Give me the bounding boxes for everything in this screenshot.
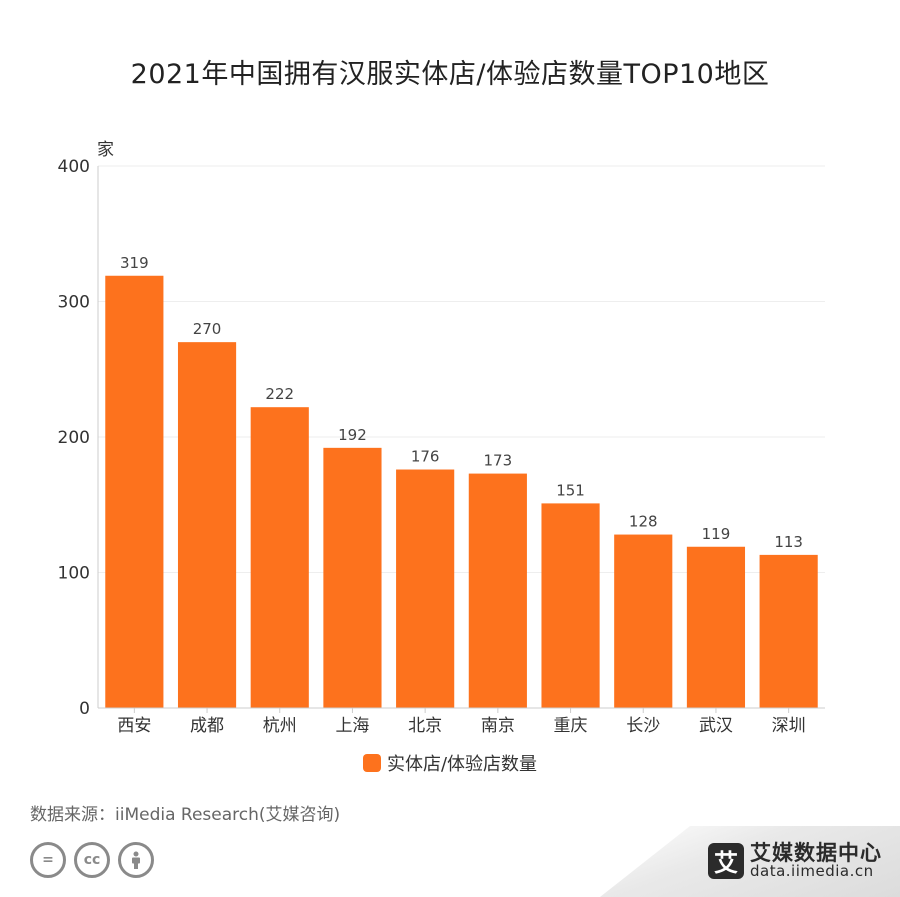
x-tick-label: 杭州 (263, 716, 297, 736)
bar-value-label: 176 (411, 448, 440, 466)
brand-logo: 艾 (708, 842, 744, 879)
y-tick-label: 0 (79, 699, 90, 719)
bar-value-label: 119 (702, 525, 731, 543)
bar[interactable] (250, 407, 309, 708)
x-tick-label: 长沙 (626, 716, 660, 736)
bar[interactable] (541, 503, 600, 708)
x-tick-label: 重庆 (554, 716, 588, 736)
legend[interactable]: 实体店/体验店数量 (0, 750, 900, 776)
bar[interactable] (614, 534, 673, 708)
x-tick-label: 南京 (481, 716, 515, 736)
x-tick-label: 上海 (335, 716, 369, 736)
bar[interactable] (105, 275, 164, 708)
bar-value-label: 270 (193, 320, 222, 338)
chart-title: 2021年中国拥有汉服实体店/体验店数量TOP10地区 (130, 59, 770, 90)
bar-value-label: 173 (484, 452, 513, 470)
bar-chart: 0 100 200 300 400 家 319 270 222 192 176 173 151 128 1… (58, 140, 825, 736)
bar-value-label: 113 (774, 533, 803, 551)
y-tick-label: 200 (58, 428, 90, 448)
bars: 319 270 222 192 176 173 151 128 119 113 (105, 254, 818, 708)
x-tick-label: 成都 (190, 716, 224, 736)
x-tick-label: 西安 (117, 716, 151, 736)
bar[interactable] (468, 473, 527, 708)
bar[interactable] (323, 447, 382, 708)
y-tick-label: 400 (58, 157, 90, 177)
bar[interactable] (759, 554, 818, 708)
bar[interactable] (177, 342, 237, 708)
y-tick-label: 300 (58, 293, 90, 313)
source-note: 数据来源：iiMedia Research(艾媒咨询) (30, 805, 341, 825)
brand-name: 艾媒数据中心 (750, 841, 882, 865)
y-tick-label: 100 (58, 564, 90, 584)
license-icons: = cc (30, 842, 154, 878)
bar-value-label: 192 (338, 426, 367, 444)
legend-swatch (362, 754, 381, 772)
cc-icon: cc (74, 842, 110, 878)
x-tick-label: 武汉 (699, 716, 733, 736)
brand-url: data.iimedia.cn (750, 862, 874, 881)
y-axis: 0 100 200 300 400 家 (58, 140, 114, 719)
person-icon (118, 842, 154, 878)
bar-value-label: 319 (120, 254, 149, 272)
bar-value-label: 128 (629, 513, 658, 531)
x-axis: 西安 成都 杭州 上海 北京 南京 重庆 长沙 武汉 深圳 (98, 707, 825, 736)
bar[interactable] (396, 469, 455, 708)
bar-value-label: 222 (265, 385, 294, 403)
bar-value-label: 151 (556, 481, 585, 499)
equals-icon: = (30, 842, 66, 878)
x-tick-label: 深圳 (772, 716, 806, 736)
bar[interactable] (686, 546, 746, 708)
legend-label: 实体店/体验店数量 (386, 754, 538, 775)
x-tick-label: 北京 (408, 716, 442, 736)
y-axis-unit: 家 (97, 140, 114, 160)
brand[interactable]: 艾 艾媒数据中心 data.iimedia.cn (708, 842, 882, 880)
